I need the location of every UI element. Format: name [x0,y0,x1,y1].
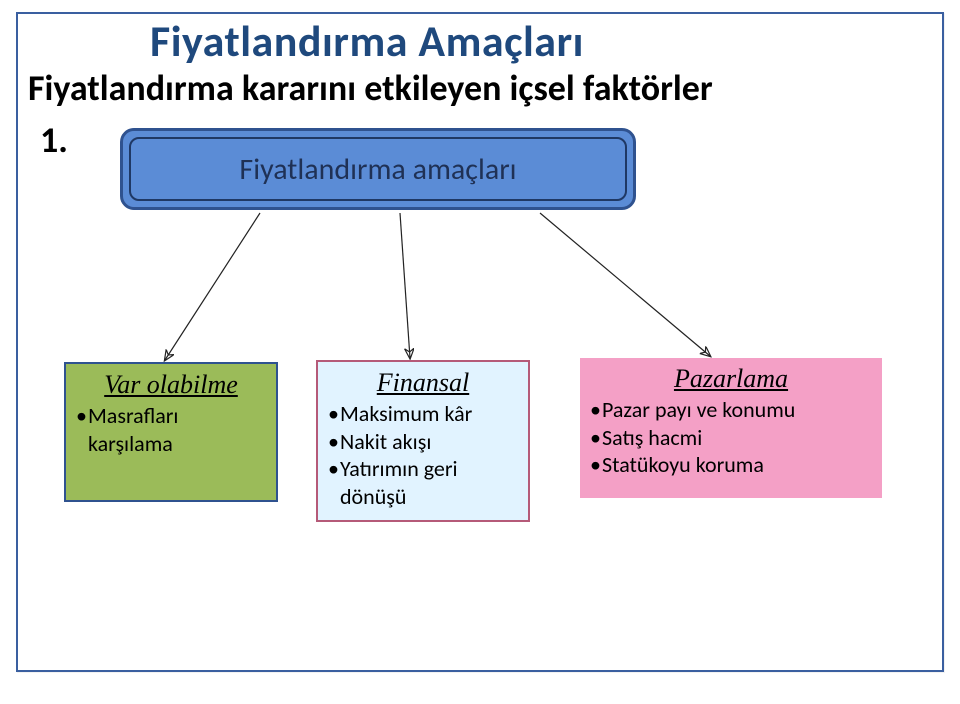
node-var-olabilme: Var olabilmeMasrafları karşılama [64,362,278,502]
slide: Fiyatlandırma Amaçları Fiyatlandırma kar… [0,0,960,704]
bullet-item: Pazar payı ve konumu [590,396,872,424]
bullet-item: Yatırımın geri dönüşü [328,455,518,510]
node-pazarlama: PazarlamaPazar payı ve konumuSatış hacmi… [580,358,882,498]
node-finansal: FinansalMaksimum kârNakit akışıYatırımın… [316,360,530,522]
node-bullets: Pazar payı ve konumuSatış hacmiStatükoyu… [590,396,872,479]
page-subtitle: Fiyatlandırma kararını etkileyen içsel f… [28,66,713,110]
central-node-inner: Fiyatlandırma amaçları [129,137,627,201]
node-title: Var olabilme [76,370,266,400]
node-bullets: Masrafları karşılama [76,402,266,457]
bullet-item: Nakit akışı [328,428,518,456]
node-title: Finansal [328,368,518,398]
node-title: Pazarlama [590,364,872,394]
bullet-item: Maksimum kâr [328,400,518,428]
central-node: Fiyatlandırma amaçları [120,128,636,210]
slide-frame [16,12,944,672]
list-number: 1. [40,118,68,162]
page-title: Fiyatlandırma Amaçları [150,14,584,68]
bullet-item: Satış hacmi [590,424,872,452]
node-bullets: Maksimum kârNakit akışıYatırımın geri dö… [328,400,518,510]
bullet-item: Statükoyu koruma [590,451,872,479]
central-node-label: Fiyatlandırma amaçları [239,151,516,188]
bullet-item: Masrafları karşılama [76,402,266,457]
